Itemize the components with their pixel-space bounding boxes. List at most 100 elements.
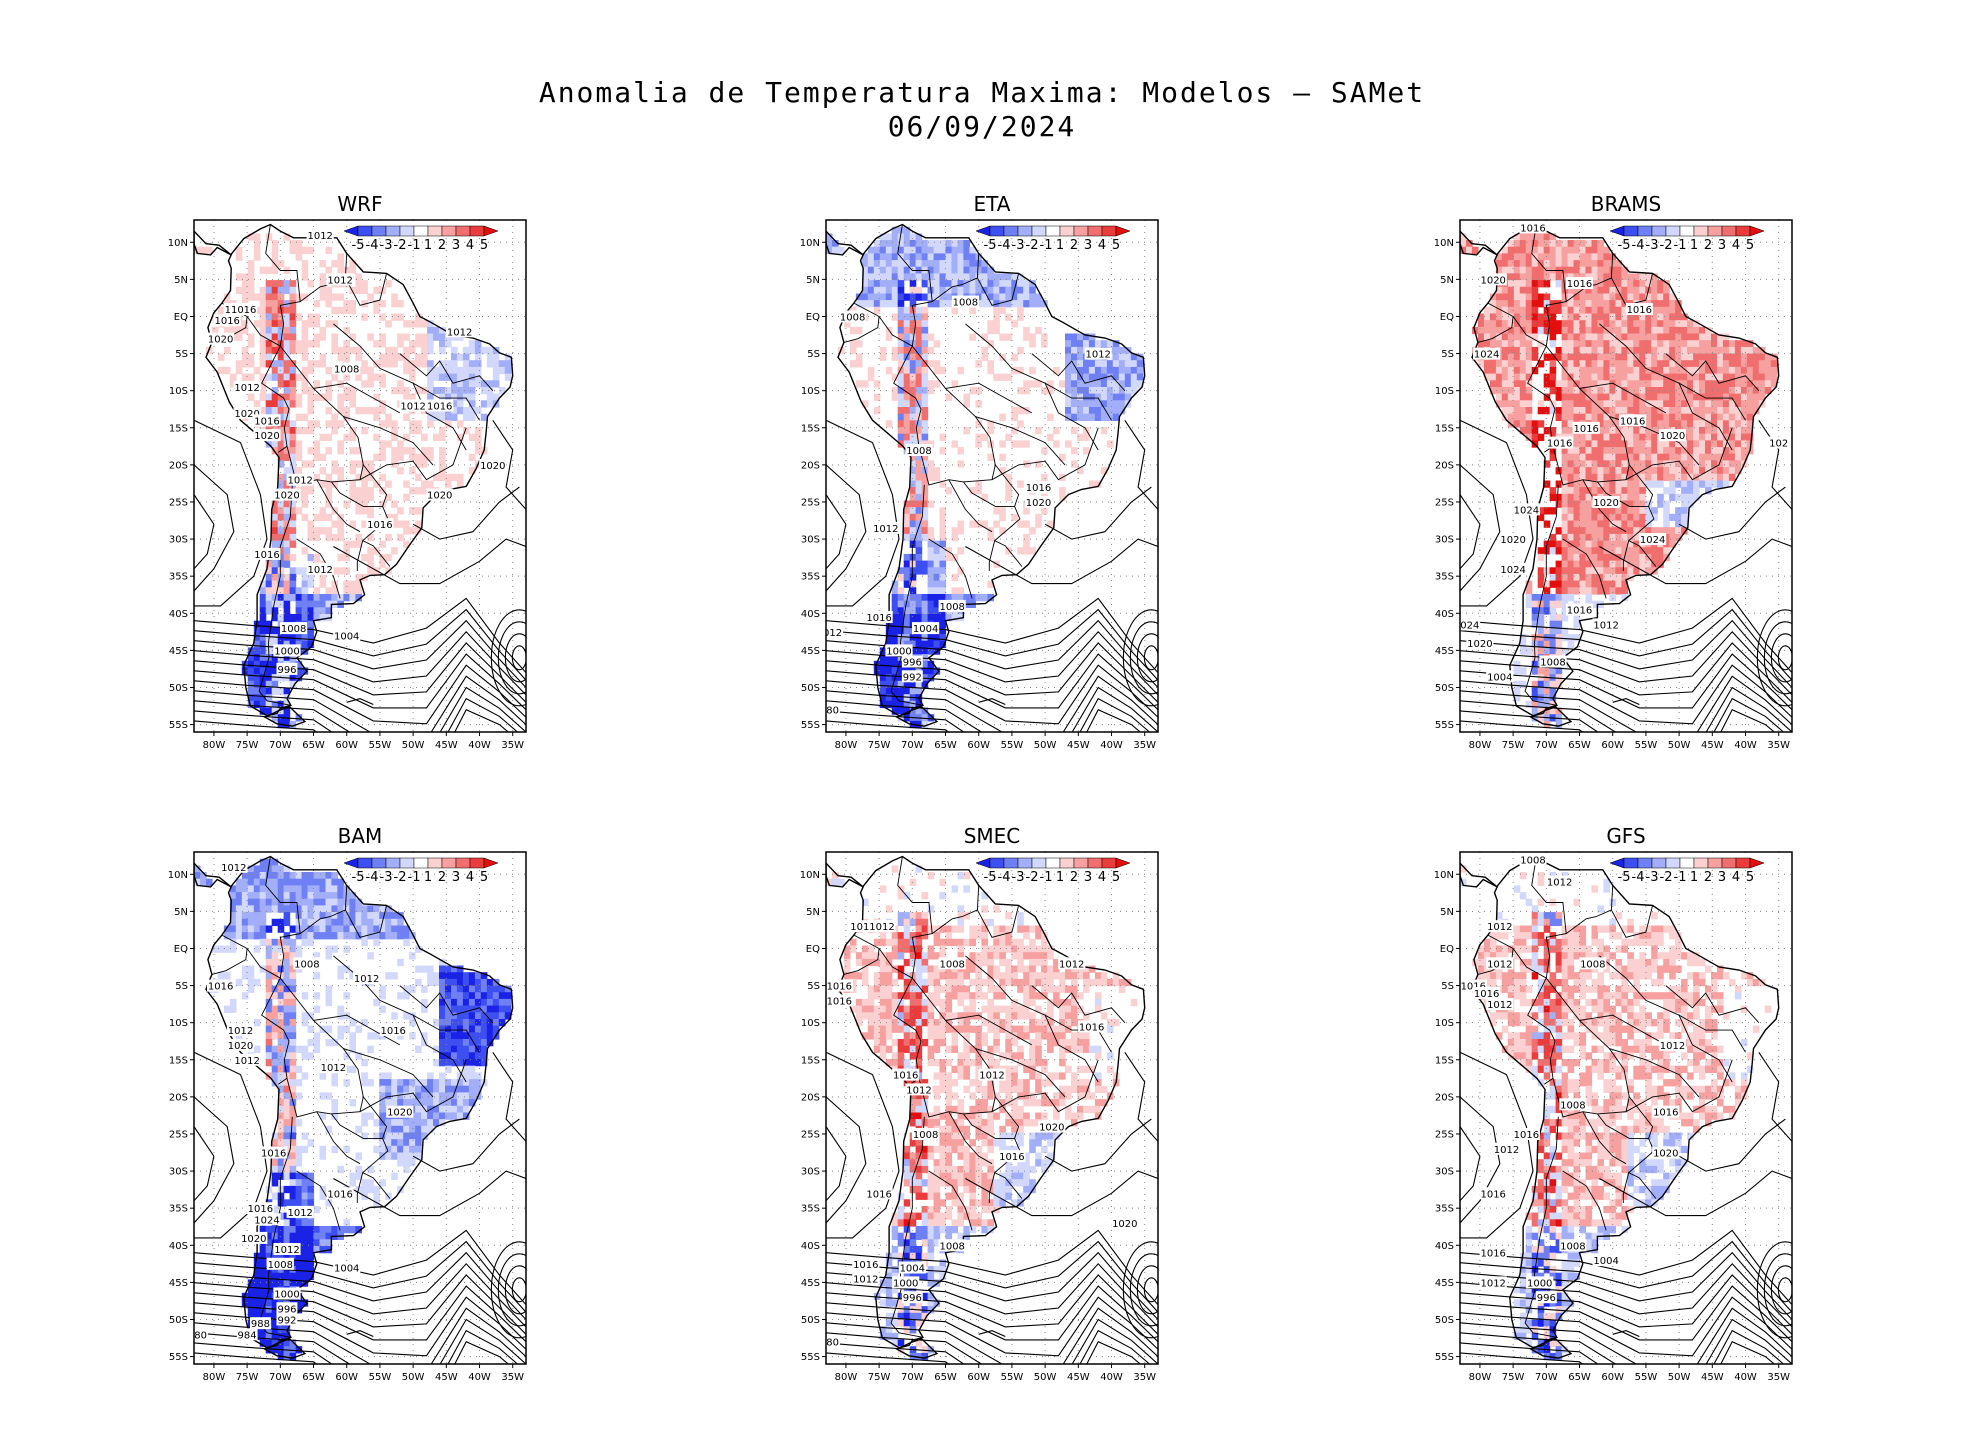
anomaly-cell [247, 978, 255, 987]
anomaly-cell [247, 286, 255, 295]
anomaly-cell [927, 647, 935, 655]
anomaly-cell [295, 313, 303, 321]
anomaly-cell [265, 858, 273, 866]
contour-label-bg [885, 644, 913, 657]
anomaly-cell [1627, 453, 1634, 461]
anomaly-cell [480, 1032, 488, 1040]
anomaly-cell [229, 1005, 237, 1013]
anomaly-cell [313, 872, 321, 880]
anomaly-cell [1579, 533, 1587, 542]
anomaly-cell [379, 453, 386, 461]
anomaly-cell [1549, 326, 1557, 335]
anomaly-cell [1543, 687, 1551, 695]
anomaly-cell [271, 1045, 279, 1053]
anomaly-cell [325, 320, 333, 328]
coast-tierra-del-fuego [1529, 705, 1573, 727]
anomaly-cell [921, 640, 929, 648]
anomaly-cell [1579, 507, 1587, 515]
anomaly-cell [319, 513, 327, 522]
anomaly-cell [981, 520, 988, 528]
anomaly-cell [504, 373, 512, 381]
anomaly-cell [1017, 300, 1024, 308]
anomaly-cell [462, 380, 470, 388]
anomaly-cell [1633, 326, 1640, 335]
contour-label: 1024 [1454, 620, 1479, 631]
anomaly-cell [1017, 306, 1024, 315]
anomaly-cell [271, 333, 279, 341]
anomaly-cell [1717, 393, 1724, 401]
anomaly-cell [1041, 387, 1048, 395]
anomaly-cell [1495, 286, 1503, 295]
anomaly-cell [265, 340, 273, 348]
anomaly-cell [1513, 660, 1521, 669]
anomaly-cell [891, 353, 899, 361]
isobar [978, 698, 1006, 706]
anomaly-cell [271, 640, 279, 648]
anomaly-cell [462, 1012, 470, 1020]
anomaly-cell [1118, 360, 1126, 368]
anomaly-cell [319, 453, 327, 461]
anomaly-cell [1657, 500, 1664, 508]
anomaly-cell [307, 1025, 315, 1033]
anomaly-cell [289, 1045, 297, 1053]
anomaly-cell [1681, 313, 1688, 321]
anomaly-cell [1083, 447, 1090, 455]
anomaly-cell [981, 280, 988, 288]
anomaly-cell [355, 912, 362, 920]
anomaly-cell [385, 513, 392, 522]
anomaly-cell [1740, 440, 1748, 448]
anomaly-cell [1675, 366, 1682, 375]
anomaly-cell [1561, 420, 1569, 428]
anomaly-cell [385, 480, 392, 488]
anomaly-cell [486, 1019, 494, 1027]
anomaly-cell [939, 366, 947, 375]
anomaly-cell [1615, 507, 1622, 515]
anomaly-cell [289, 507, 297, 515]
colorbar: -5 -4 -3 -2 -1 1 2 3 4 5 [343, 225, 499, 253]
anomaly-cell [1711, 420, 1718, 428]
anomaly-cell [259, 393, 267, 401]
anomaly-cell [1573, 573, 1581, 582]
anomaly-cell [379, 447, 386, 455]
anomaly-cell [1591, 246, 1599, 254]
anomaly-cell [1573, 533, 1581, 542]
isobar [1044, 486, 1152, 540]
anomaly-cell [1537, 594, 1545, 602]
anomaly-cell [832, 246, 839, 254]
anomaly-cell [1501, 313, 1509, 321]
anomaly-cell [1555, 620, 1563, 628]
anomaly-cell [1579, 300, 1587, 308]
lat-tick-label: 20S [801, 460, 820, 471]
anomaly-cell [897, 707, 905, 715]
anomaly-cell [349, 467, 356, 475]
isobar [194, 630, 526, 696]
anomaly-cell [504, 985, 512, 993]
anomaly-cell [271, 865, 279, 873]
anomaly-cell [480, 346, 488, 355]
anomaly-cell [367, 932, 374, 940]
anomaly-cell [319, 333, 327, 341]
anomaly-cell [289, 580, 297, 588]
anomaly-cell [325, 480, 333, 488]
anomaly-cell [1639, 447, 1646, 455]
anomaly-cell [391, 520, 398, 528]
anomaly-cell [247, 905, 255, 913]
anomaly-cell [391, 547, 398, 555]
anomaly-cell [361, 925, 368, 933]
anomaly-cell [915, 393, 923, 401]
anomaly-cell [462, 407, 470, 415]
anomaly-cell [1585, 573, 1593, 582]
anomaly-cell [283, 447, 291, 455]
anomaly-cell [379, 540, 386, 548]
anomaly-cell [456, 985, 464, 993]
anomaly-cell [1728, 473, 1736, 482]
anomaly-cell [1477, 333, 1485, 341]
anomaly-cell [903, 360, 911, 368]
anomaly-cell [1603, 260, 1610, 268]
anomaly-cell [951, 533, 959, 542]
anomaly-cell [909, 594, 917, 602]
anomaly-cell [927, 614, 935, 622]
anomaly-cell [909, 427, 917, 435]
anomaly-cell [1615, 340, 1622, 348]
anomaly-cell [1651, 407, 1658, 415]
